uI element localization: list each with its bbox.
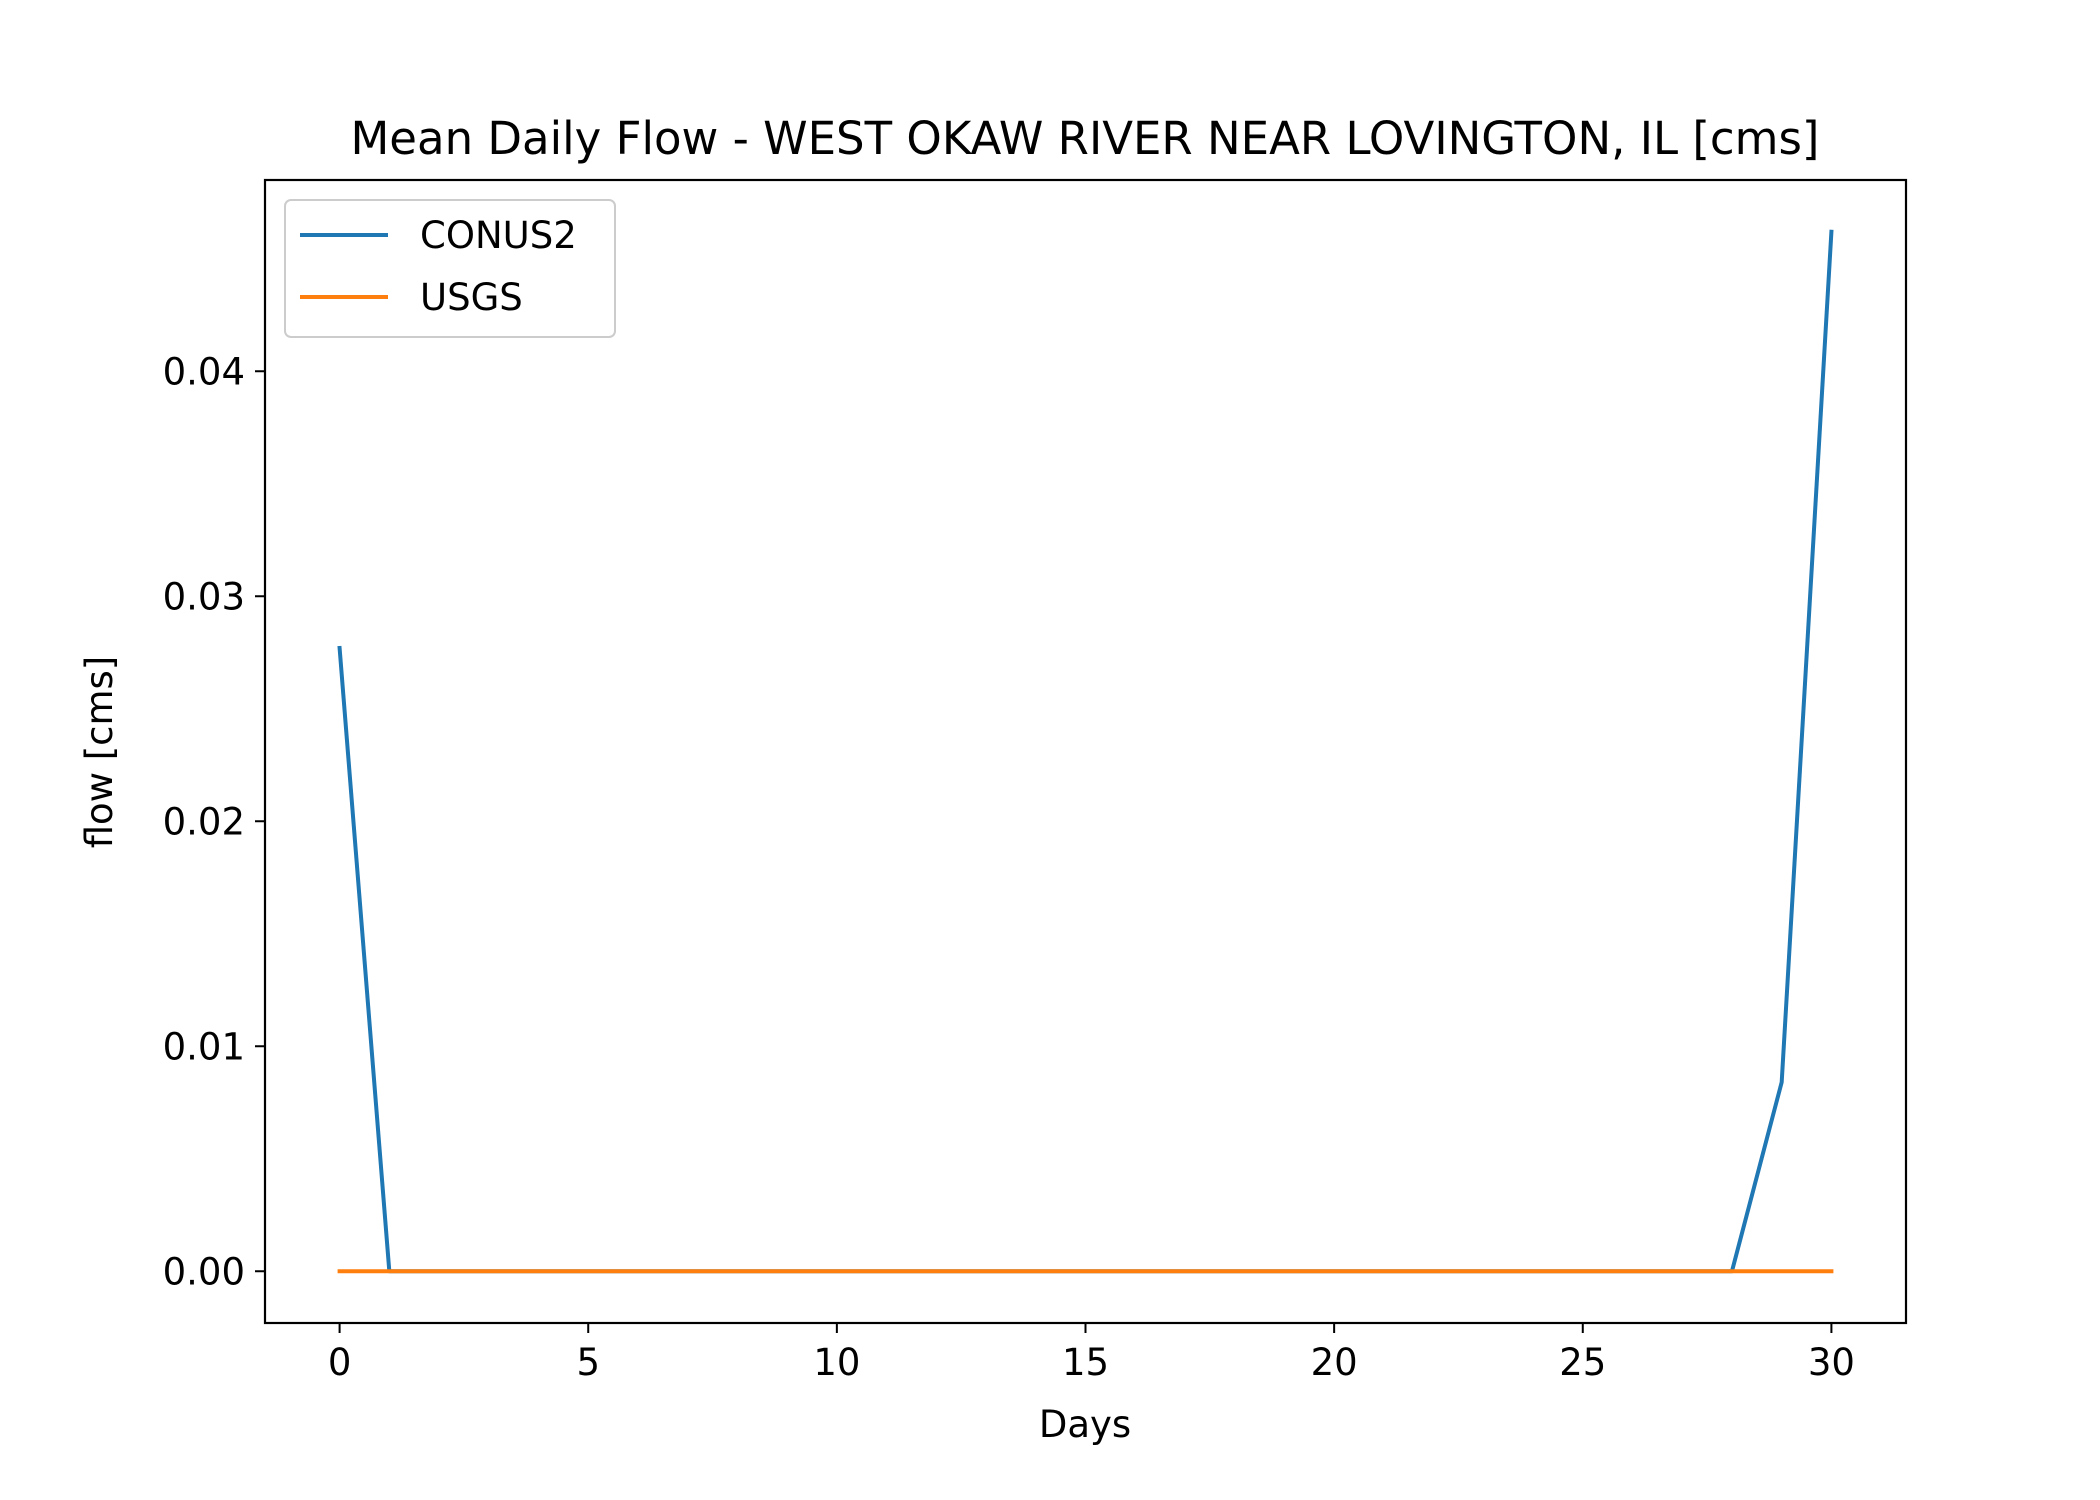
y-tick-label: 0.04 (163, 350, 245, 393)
y-tick-label: 0.02 (163, 800, 245, 843)
x-tick-label: 25 (1559, 1341, 1606, 1384)
x-tick-label: 30 (1808, 1341, 1855, 1384)
x-tick-label: 0 (328, 1341, 352, 1384)
chart-title: Mean Daily Flow - WEST OKAW RIVER NEAR L… (350, 112, 1819, 165)
x-axis: 0 5 10 15 20 25 30 (328, 1323, 1855, 1384)
x-tick-label: 10 (813, 1341, 860, 1384)
y-tick-label: 0.00 (163, 1250, 245, 1293)
legend: CONUS2 USGS (284, 199, 616, 338)
x-tick-label: 5 (576, 1341, 600, 1384)
x-axis-label: Days (1039, 1403, 1131, 1446)
y-tick-label: 0.03 (163, 575, 245, 618)
plot-area (337, 229, 1834, 1274)
y-axis: 0.00 0.01 0.02 0.03 0.04 (163, 350, 265, 1293)
legend-label-conus2: CONUS2 (420, 214, 577, 257)
x-tick-label: 20 (1311, 1341, 1358, 1384)
legend-label-usgs: USGS (420, 276, 523, 319)
x-tick-label: 15 (1062, 1341, 1109, 1384)
y-tick-label: 0.01 (163, 1025, 245, 1068)
y-axis-label: flow [cms] (78, 656, 121, 849)
